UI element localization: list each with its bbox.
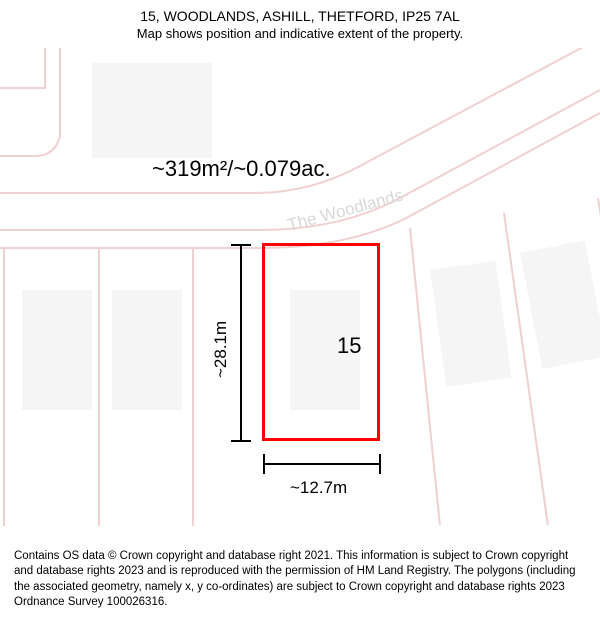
building bbox=[22, 290, 92, 410]
dim-cap bbox=[263, 454, 265, 474]
page-subtitle: Map shows position and indicative extent… bbox=[20, 26, 580, 41]
map-canvas: The Woodlands ~319m²/~0.079ac. 15 ~28.1m… bbox=[0, 48, 600, 525]
plot-boundary bbox=[98, 248, 100, 526]
dim-cap bbox=[231, 440, 251, 442]
dim-width-label: ~12.7m bbox=[290, 478, 347, 498]
building bbox=[92, 63, 212, 158]
dim-cap bbox=[379, 454, 381, 474]
dim-line-horizontal bbox=[264, 463, 380, 465]
header: 15, WOODLANDS, ASHILL, THETFORD, IP25 7A… bbox=[0, 0, 600, 45]
plot-boundary bbox=[192, 248, 194, 526]
building bbox=[112, 290, 182, 410]
plot-number-label: 15 bbox=[337, 333, 361, 359]
plot-boundary bbox=[3, 248, 5, 526]
dim-line-vertical bbox=[240, 245, 242, 441]
dim-cap bbox=[231, 244, 251, 246]
highlighted-property bbox=[262, 243, 380, 441]
copyright-footer: Contains OS data © Crown copyright and d… bbox=[0, 539, 600, 625]
area-label: ~319m²/~0.079ac. bbox=[152, 156, 331, 182]
page-title: 15, WOODLANDS, ASHILL, THETFORD, IP25 7A… bbox=[20, 8, 580, 24]
dim-height-label: ~28.1m bbox=[211, 308, 231, 378]
